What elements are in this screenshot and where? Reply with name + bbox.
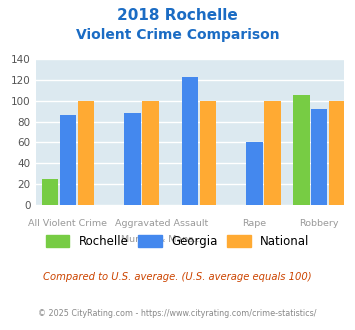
Bar [124,113,141,205]
Bar [60,115,76,205]
Bar [42,179,58,205]
Text: Murder & Mans...: Murder & Mans... [121,235,202,244]
Legend: Rochelle, Georgia, National: Rochelle, Georgia, National [41,230,314,253]
Text: Aggravated Assault: Aggravated Assault [115,219,208,228]
Text: Robbery: Robbery [300,219,339,228]
Bar [264,101,281,205]
Text: © 2025 CityRating.com - https://www.cityrating.com/crime-statistics/: © 2025 CityRating.com - https://www.city… [38,309,317,317]
Text: Violent Crime Comparison: Violent Crime Comparison [76,28,279,42]
Text: 2018 Rochelle: 2018 Rochelle [117,8,238,23]
Text: All Violent Crime: All Violent Crime [28,219,107,228]
Text: Rape: Rape [242,219,267,228]
Bar [142,101,159,205]
Bar [293,95,310,205]
Bar [77,101,94,205]
Bar [311,109,327,205]
Bar [329,101,345,205]
Bar [200,101,216,205]
Bar [246,142,263,205]
Bar [182,77,198,205]
Text: Compared to U.S. average. (U.S. average equals 100): Compared to U.S. average. (U.S. average … [43,272,312,282]
